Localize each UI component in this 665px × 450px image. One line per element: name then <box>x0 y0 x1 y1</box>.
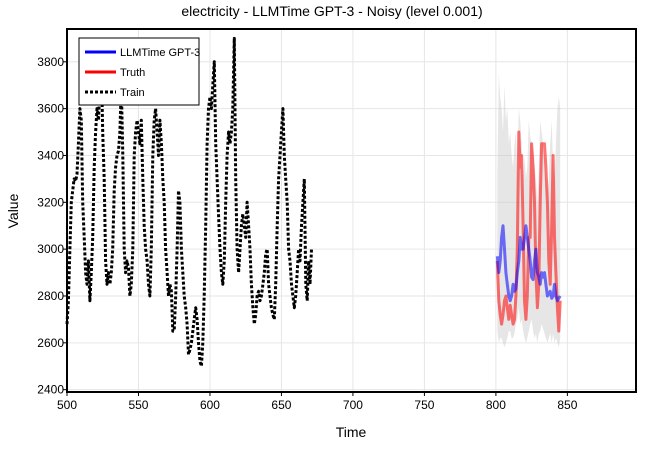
legend-label-train: Train <box>120 87 145 99</box>
x-tick-label: 750 <box>414 398 434 412</box>
y-tick-label: 3800 <box>37 55 64 69</box>
x-tick-label: 700 <box>343 398 363 412</box>
x-tick-label: 800 <box>486 398 506 412</box>
series-layer <box>65 36 562 368</box>
forecast-line <box>495 224 562 303</box>
y-tick-label: 3400 <box>37 148 64 162</box>
train-line <box>65 36 313 368</box>
legend: LLMTime GPT-3 Truth Train <box>78 37 200 106</box>
legend-label-forecast: LLMTime GPT-3 <box>120 47 200 59</box>
y-tick-label: 3600 <box>37 102 64 116</box>
chart-title: electricity - LLMTime GPT-3 - Noisy (lev… <box>181 3 482 19</box>
legend-label-truth: Truth <box>120 67 145 79</box>
y-tick-label: 3200 <box>37 195 64 209</box>
x-axis-label: Time <box>336 424 367 440</box>
x-axis: 500 550 600 650 700 750 800 850 <box>57 392 578 412</box>
x-tick-label: 650 <box>271 398 291 412</box>
x-tick-label: 600 <box>200 398 220 412</box>
y-axis-label: Value <box>5 193 21 228</box>
plot-frame <box>66 28 637 393</box>
y-tick-label: 2400 <box>37 383 64 397</box>
y-tick-label: 2800 <box>37 289 64 303</box>
y-axis: 2400 2600 2800 3000 3200 3400 3600 3800 <box>37 55 67 397</box>
x-tick-label: 850 <box>557 398 577 412</box>
y-tick-label: 3000 <box>37 242 64 256</box>
y-tick-label: 2600 <box>37 336 64 350</box>
grid <box>66 29 636 392</box>
x-tick-label: 550 <box>128 398 148 412</box>
x-tick-label: 500 <box>57 398 77 412</box>
